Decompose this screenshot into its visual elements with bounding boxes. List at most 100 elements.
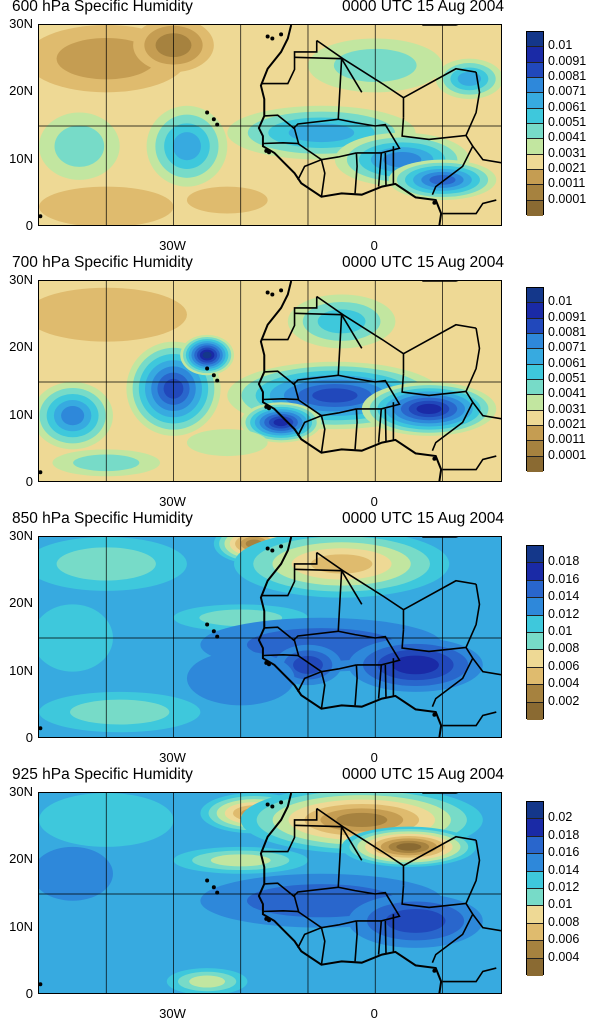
country-border — [354, 408, 358, 450]
country-border — [316, 807, 405, 886]
panel-datetime: 0000 UTC 15 Aug 2004 — [341, 766, 504, 783]
map-panel: 700 hPa Specific Humidity 0000 UTC 15 Aug… — [0, 254, 600, 511]
island — [270, 36, 275, 41]
humidity-contour — [70, 699, 170, 725]
country-border — [292, 312, 343, 386]
colorbar-swatch — [527, 615, 543, 633]
colorbar-swatch — [527, 349, 543, 365]
island — [215, 890, 220, 895]
country-border — [260, 552, 318, 597]
colorbar-label: 0.0091 — [548, 53, 587, 68]
country-border — [401, 885, 474, 963]
lat-tick-label: 0 — [25, 218, 33, 233]
country-border — [377, 920, 383, 955]
colorbar-swatch — [527, 702, 543, 720]
colorbar-swatch — [527, 819, 543, 837]
colorbar-label: 0.016 — [548, 571, 580, 586]
colorbar-swatch — [527, 333, 543, 350]
colorbar-swatch — [527, 108, 543, 124]
colorbar-swatch — [527, 169, 543, 186]
lat-tick-label: 10N — [9, 406, 33, 422]
colorbar-label: 0.012 — [548, 606, 580, 621]
humidity-contour — [202, 351, 212, 359]
map-plot-area — [38, 536, 502, 738]
country-border — [465, 584, 481, 648]
lat-tick-label: 20N — [9, 595, 33, 611]
island — [215, 634, 220, 639]
lon-tick-label: 30W — [159, 1006, 186, 1021]
colorbar-swatch — [527, 395, 543, 411]
colorbar-label: 0.0001 — [548, 191, 587, 206]
country-border — [354, 152, 358, 194]
colorbar-label: 0.01 — [548, 624, 573, 638]
colorbar-label: 0.0041 — [548, 386, 587, 401]
country-border — [472, 401, 501, 420]
colorbar-label: 0.0071 — [548, 340, 587, 355]
lat-tick-label: 10N — [9, 662, 33, 678]
colorbar-label: 0.0081 — [548, 325, 587, 339]
humidity-contour — [39, 287, 187, 342]
colorbar-label: 0.01 — [548, 38, 573, 53]
colorbar-swatch — [527, 650, 543, 668]
country-border — [354, 920, 358, 962]
colorbar-swatch — [527, 154, 543, 170]
lat-tick-label: 30N — [9, 272, 33, 287]
humidity-map — [39, 25, 501, 225]
country-border — [465, 328, 481, 392]
lon-tick-label: 0 — [370, 238, 378, 253]
country-border — [384, 152, 387, 186]
country-border — [442, 967, 497, 983]
colorbar-label: 0.006 — [548, 658, 580, 673]
country-border — [442, 711, 497, 727]
island — [279, 32, 284, 37]
colorbar-swatch — [527, 441, 543, 457]
panel-title: 850 hPa Specific Humidity — [12, 510, 193, 527]
island — [211, 885, 216, 890]
colorbar-swatch — [527, 32, 543, 48]
island — [39, 470, 43, 475]
map-panel: 850 hPa Specific Humidity 0000 UTC 15 Aug… — [0, 510, 600, 767]
lat-tick-label: 10N — [9, 150, 33, 166]
colorbar-label: 0.0031 — [548, 145, 587, 160]
colorbar-swatch — [527, 77, 543, 94]
country-border — [442, 455, 497, 471]
colorbar-swatch — [527, 836, 543, 855]
country-border — [354, 664, 358, 706]
lat-tick-label: 20N — [9, 851, 33, 867]
colorbar-label: 0.0091 — [548, 309, 587, 324]
island — [205, 110, 210, 115]
island — [265, 546, 270, 551]
country-border — [465, 840, 481, 904]
map-plot-area — [38, 792, 502, 994]
lat-tick-label: 20N — [9, 339, 33, 355]
country-border — [377, 408, 383, 443]
map-plot-area — [38, 24, 502, 226]
lon-tick-label: 0 — [370, 494, 378, 509]
lon-tick-label: 30W — [159, 494, 186, 509]
island — [39, 982, 43, 987]
humidity-contour — [392, 655, 439, 675]
island — [205, 878, 210, 883]
colorbar-label: 0.018 — [548, 827, 580, 842]
country-border — [401, 117, 474, 195]
colorbar-swatch — [527, 364, 543, 380]
island — [211, 629, 216, 634]
country-border — [472, 913, 501, 932]
country-border — [292, 568, 343, 642]
colorbar-label: 0.0051 — [548, 371, 587, 385]
island — [266, 918, 271, 923]
island — [279, 288, 284, 293]
colorbar-label: 0.016 — [548, 845, 580, 860]
humidity-contour — [288, 123, 355, 143]
country-border — [262, 114, 300, 145]
map-plot-area — [38, 280, 502, 482]
lat-tick-label: 0 — [25, 474, 33, 489]
country-border — [403, 67, 477, 99]
country-border — [297, 142, 357, 161]
colorbar-swatch — [527, 425, 543, 442]
country-border — [472, 657, 501, 676]
humidity-contour — [336, 812, 388, 828]
colorbar-label: 0.01 — [548, 294, 573, 309]
humidity-contour — [172, 132, 201, 161]
country-border — [340, 826, 363, 861]
